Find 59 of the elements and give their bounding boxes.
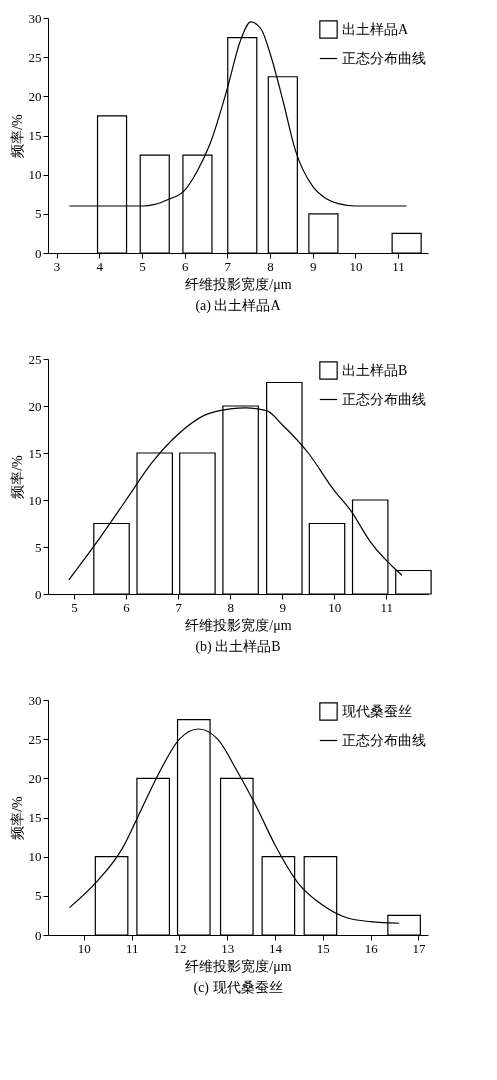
x-tick-label: 15 bbox=[316, 940, 330, 956]
x-axis-title: 纤维投影宽度/μm bbox=[185, 276, 292, 292]
x-tick-label: 11 bbox=[125, 940, 139, 956]
x-tick-label: 3 bbox=[53, 258, 61, 274]
y-tick-label: 5 bbox=[35, 206, 42, 222]
legend-label: 出土样品A bbox=[342, 21, 409, 37]
y-tick-label: 30 bbox=[28, 10, 42, 26]
x-tick-label: 11 bbox=[392, 258, 405, 274]
x-tick-label: 9 bbox=[309, 258, 317, 274]
text: (a) 出土样品A bbox=[195, 298, 282, 314]
y-tick-label: 0 bbox=[35, 586, 42, 602]
y-tick-label: 0 bbox=[35, 927, 42, 943]
y-tick-label: 30 bbox=[28, 692, 42, 708]
y-tick-label: 20 bbox=[28, 88, 42, 104]
x-tick-label: 7 bbox=[175, 599, 183, 615]
y-axis-title: 频率/% bbox=[9, 795, 25, 840]
x-tick-label: 5 bbox=[71, 599, 78, 615]
x-tick-label: 13 bbox=[221, 940, 235, 956]
y-tick-label: 25 bbox=[28, 731, 42, 747]
y-tick-label: 15 bbox=[28, 810, 42, 825]
y-tick-label: 15 bbox=[28, 128, 42, 143]
x-tick-label: 10 bbox=[77, 940, 91, 956]
y-tick-label: 20 bbox=[28, 398, 42, 414]
x-tick-label: 6 bbox=[181, 258, 189, 274]
y-tick-label: 10 bbox=[28, 492, 42, 508]
text: (c) 现代桑蚕丝 bbox=[193, 980, 283, 996]
x-tick-label: 10 bbox=[349, 258, 363, 274]
y-tick-label: 10 bbox=[28, 167, 42, 183]
y-tick-label: 5 bbox=[35, 539, 42, 555]
text: (b) 出土样品B bbox=[195, 639, 281, 655]
y-tick-label: 15 bbox=[28, 445, 42, 461]
y-tick-label: 10 bbox=[28, 849, 42, 865]
y-tick-label: 25 bbox=[28, 49, 42, 65]
x-axis-title: 纤维投影宽度/μm bbox=[185, 958, 292, 974]
x-tick-label: 5 bbox=[139, 258, 146, 274]
y-tick-label: 5 bbox=[35, 888, 42, 904]
x-tick-label: 16 bbox=[364, 940, 379, 956]
x-tick-label: 14 bbox=[269, 940, 283, 956]
x-tick-label: 6 bbox=[123, 599, 131, 615]
y-tick-label: 25 bbox=[28, 351, 42, 367]
legend-label: 正态分布曲线 bbox=[342, 50, 426, 66]
x-tick-label: 4 bbox=[96, 258, 104, 274]
x-tick-label: 7 bbox=[224, 258, 232, 274]
legend-label: 现代桑蚕丝 bbox=[342, 703, 412, 719]
x-tick-label: 10 bbox=[328, 599, 342, 615]
y-tick-label: 0 bbox=[35, 245, 42, 261]
x-tick-label: 8 bbox=[227, 599, 234, 615]
x-tick-label: 9 bbox=[279, 599, 286, 615]
y-tick-label: 20 bbox=[28, 770, 42, 786]
x-tick-label: 17 bbox=[412, 940, 426, 956]
x-axis-title: 纤维投影宽度/μm bbox=[185, 617, 292, 633]
y-axis-title: 频率/% bbox=[9, 113, 25, 158]
x-tick-label: 12 bbox=[173, 940, 187, 956]
x-tick-label: 8 bbox=[267, 258, 274, 274]
legend-label: 正态分布曲线 bbox=[342, 391, 426, 407]
legend-label: 正态分布曲线 bbox=[342, 732, 426, 748]
x-tick-label: 11 bbox=[380, 599, 394, 615]
y-axis-title: 频率/% bbox=[9, 454, 25, 499]
legend-label: 出土样品B bbox=[342, 362, 408, 378]
